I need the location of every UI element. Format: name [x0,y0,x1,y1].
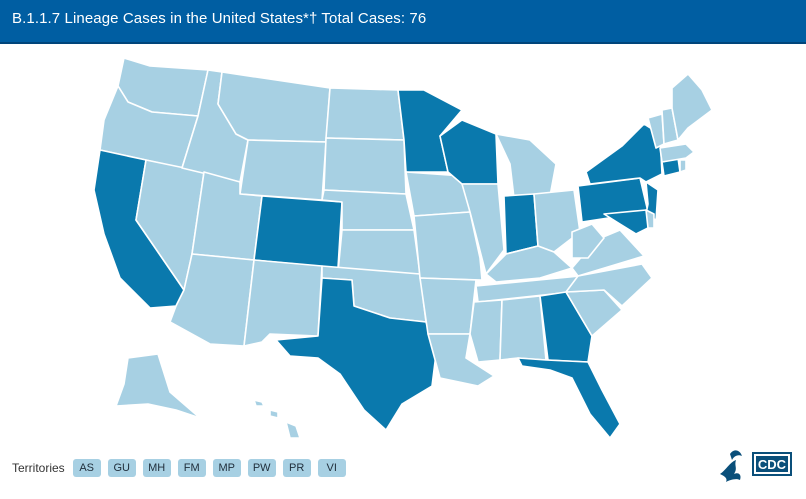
state-kansas[interactable] [337,229,421,275]
state-texas[interactable] [275,277,437,431]
state-michigan[interactable] [495,133,557,199]
state-arkansas[interactable] [419,277,477,335]
state-georgia[interactable] [539,291,593,363]
us-map [0,44,806,454]
state-hawaii[interactable] [253,399,301,439]
territory-button-as[interactable]: AS [72,459,101,477]
state-kentucky[interactable] [485,245,573,283]
cdc-logo: CDC [716,440,796,486]
state-indiana[interactable] [503,193,539,255]
state-north-dakota[interactable] [325,87,405,141]
territory-button-fm[interactable]: FM [177,459,206,477]
state-mississippi[interactable] [469,299,503,363]
territory-button-pr[interactable]: PR [282,459,311,477]
page-title: B.1.1.7 Lineage Cases in the United Stat… [12,10,427,27]
state-florida[interactable] [517,357,621,439]
state-montana[interactable] [217,71,331,143]
state-new-mexico[interactable] [243,259,323,347]
territory-button-mh[interactable]: MH [142,459,171,477]
state-new-york[interactable] [585,123,663,185]
state-alabama[interactable] [499,295,547,361]
us-map-svg [93,57,713,439]
territory-button-mp[interactable]: MP [212,459,241,477]
state-massachusetts[interactable] [659,143,695,163]
state-illinois[interactable] [461,183,505,275]
state-maine[interactable] [671,73,713,141]
territory-button-pw[interactable]: PW [247,459,276,477]
state-south-dakota[interactable] [323,137,407,195]
cdc-logo-text: CDC [758,457,787,472]
state-colorado[interactable] [253,195,343,269]
header-bar: B.1.1.7 Lineage Cases in the United Stat… [0,0,806,44]
territories-bar: Territories AS GU MH FM MP PW PR VI [12,458,353,478]
territories-label: Territories [12,461,65,475]
state-ohio[interactable] [533,189,581,253]
state-delaware[interactable] [645,209,655,229]
state-alaska[interactable] [115,353,201,419]
state-wyoming[interactable] [239,139,327,201]
state-west-virginia[interactable] [571,223,605,259]
territory-button-vi[interactable]: VI [317,459,346,477]
cdc-logo-icon: CDC [720,450,792,482]
territory-button-gu[interactable]: GU [107,459,136,477]
state-maryland[interactable] [603,209,653,235]
state-missouri[interactable] [413,211,483,281]
state-rhode-island[interactable] [679,159,687,173]
state-north-carolina[interactable] [565,263,653,307]
